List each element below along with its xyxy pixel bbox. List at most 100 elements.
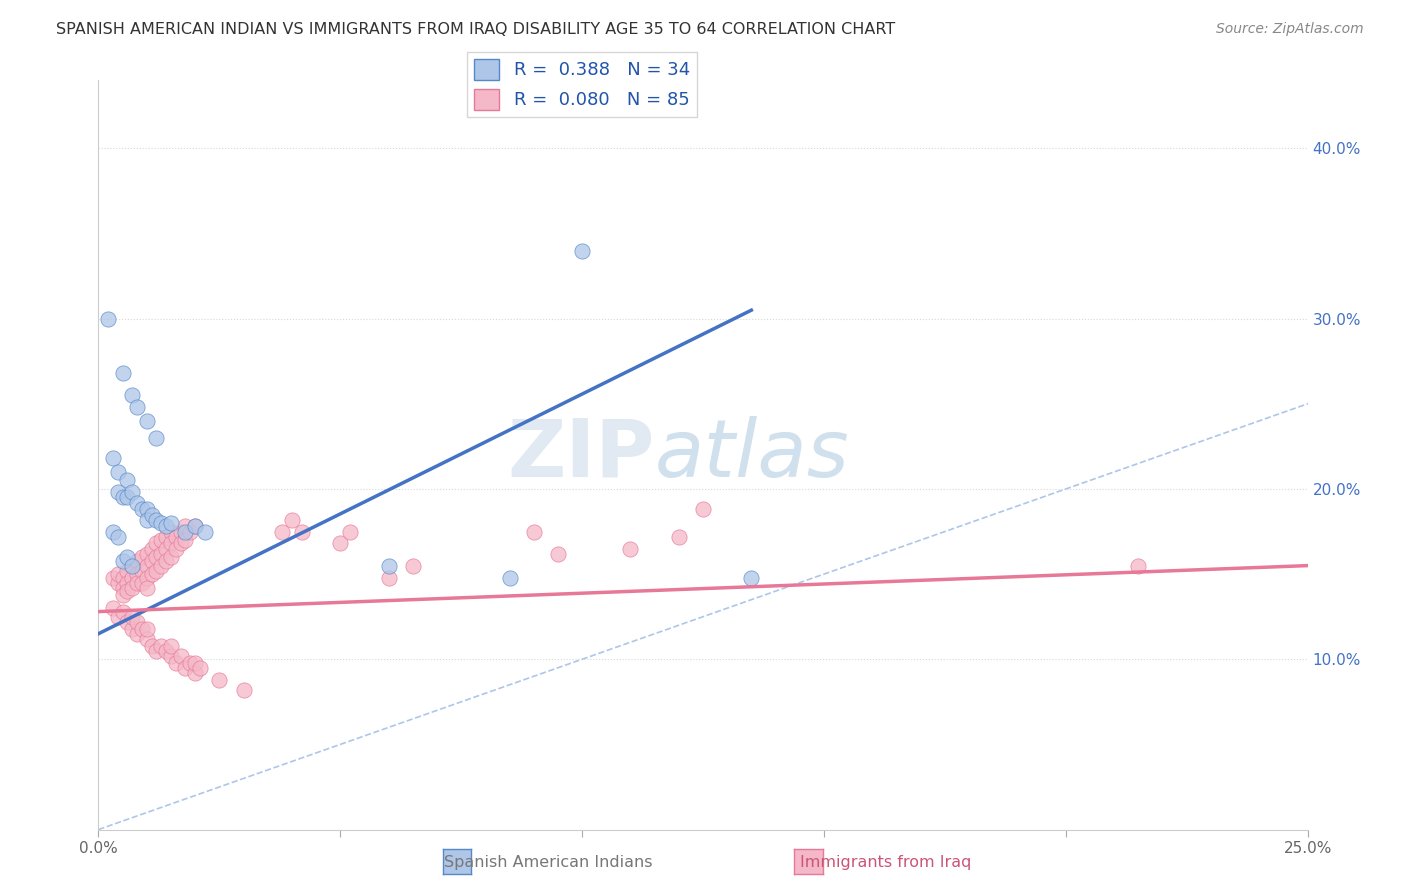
Point xyxy=(184,519,207,533)
Text: ZIP: ZIP xyxy=(508,416,655,494)
Point xyxy=(169,648,191,663)
Point xyxy=(107,465,129,479)
Point xyxy=(127,567,149,582)
Point xyxy=(127,401,149,415)
Point xyxy=(117,491,139,505)
Point xyxy=(160,524,183,539)
Point xyxy=(160,536,183,550)
Point xyxy=(547,547,569,561)
Point xyxy=(155,519,177,533)
Point xyxy=(135,632,157,646)
Point xyxy=(740,570,762,584)
Point xyxy=(281,513,304,527)
Point xyxy=(145,536,167,550)
Point xyxy=(107,575,129,590)
Point xyxy=(97,311,120,326)
Point xyxy=(150,533,173,547)
Point xyxy=(160,550,183,565)
Point xyxy=(111,553,134,567)
Point xyxy=(107,485,129,500)
Point xyxy=(165,541,187,556)
Point xyxy=(271,524,294,539)
Point xyxy=(135,502,157,516)
Point xyxy=(165,530,187,544)
Point xyxy=(135,414,157,428)
Point xyxy=(290,524,312,539)
Point xyxy=(111,366,134,380)
Point xyxy=(111,491,134,505)
Point xyxy=(111,581,134,595)
Point xyxy=(127,615,149,629)
Point xyxy=(145,564,167,578)
Point xyxy=(121,581,143,595)
Point xyxy=(145,644,167,658)
Point xyxy=(184,656,207,670)
Point xyxy=(141,508,163,522)
Point xyxy=(121,622,143,636)
Point xyxy=(150,639,173,653)
Point xyxy=(135,622,157,636)
Point xyxy=(117,474,139,488)
Point xyxy=(619,541,641,556)
Point xyxy=(179,656,201,670)
Point xyxy=(131,622,153,636)
Point xyxy=(117,584,139,599)
Point xyxy=(135,558,157,573)
Point xyxy=(160,516,183,530)
Point xyxy=(145,431,167,445)
Point xyxy=(165,656,187,670)
Point xyxy=(111,605,134,619)
Point xyxy=(121,485,143,500)
Point xyxy=(155,541,177,556)
Point xyxy=(121,388,143,402)
Point xyxy=(184,519,207,533)
Point xyxy=(668,530,690,544)
Point xyxy=(179,524,201,539)
Point xyxy=(135,547,157,561)
Point xyxy=(208,673,231,687)
Text: atlas: atlas xyxy=(655,416,849,494)
Point xyxy=(131,502,153,516)
Point xyxy=(150,516,173,530)
Point xyxy=(141,639,163,653)
Point xyxy=(101,570,124,584)
Point xyxy=(188,661,211,675)
Point xyxy=(121,609,143,624)
Point xyxy=(155,644,177,658)
Text: Immigrants from Iraq: Immigrants from Iraq xyxy=(800,855,972,870)
Point xyxy=(498,570,520,584)
Point xyxy=(141,567,163,582)
Point xyxy=(169,524,191,539)
Point xyxy=(131,564,153,578)
Point xyxy=(145,550,167,565)
Point xyxy=(145,513,167,527)
Point xyxy=(155,553,177,567)
Point xyxy=(160,648,183,663)
Point xyxy=(155,530,177,544)
Point xyxy=(127,553,149,567)
Point xyxy=(1128,558,1150,573)
Point xyxy=(117,550,139,565)
Text: SPANISH AMERICAN INDIAN VS IMMIGRANTS FROM IRAQ DISABILITY AGE 35 TO 64 CORRELAT: SPANISH AMERICAN INDIAN VS IMMIGRANTS FR… xyxy=(56,22,896,37)
Point xyxy=(150,558,173,573)
Point xyxy=(174,519,197,533)
Text: Spanish American Indians: Spanish American Indians xyxy=(444,855,652,870)
Text: Source: ZipAtlas.com: Source: ZipAtlas.com xyxy=(1216,22,1364,37)
Point xyxy=(523,524,546,539)
Point xyxy=(160,639,183,653)
Point xyxy=(121,558,143,573)
Legend: R =  0.388   N = 34, R =  0.080   N = 85: R = 0.388 N = 34, R = 0.080 N = 85 xyxy=(467,52,697,117)
Point xyxy=(107,530,129,544)
Point xyxy=(131,575,153,590)
Point xyxy=(127,626,149,640)
Point xyxy=(121,558,143,573)
Point xyxy=(141,541,163,556)
Point xyxy=(111,588,134,602)
Point xyxy=(377,558,399,573)
Point xyxy=(131,550,153,565)
Point xyxy=(377,570,399,584)
Point xyxy=(117,575,139,590)
Point xyxy=(101,451,124,466)
Point xyxy=(174,661,197,675)
Point xyxy=(232,682,254,697)
